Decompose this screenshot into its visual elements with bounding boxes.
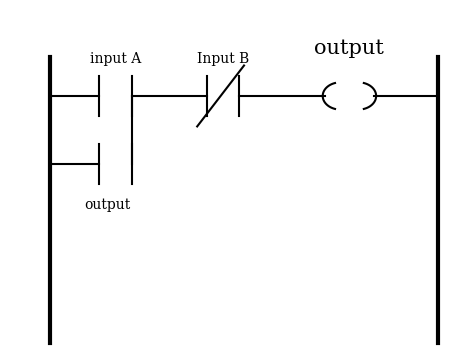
Text: Input B: Input B xyxy=(197,51,249,66)
Text: input A: input A xyxy=(90,51,141,66)
Text: output: output xyxy=(84,198,130,212)
Text: output: output xyxy=(314,39,384,58)
